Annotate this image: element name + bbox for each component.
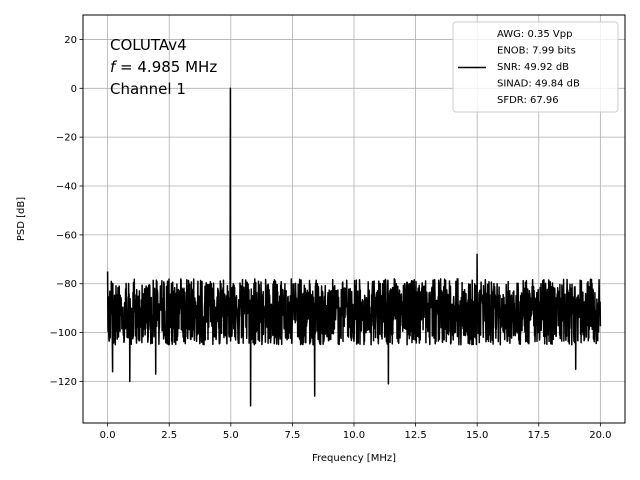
y-tick-label: −40	[56, 182, 77, 193]
y-tick-label: −120	[50, 377, 77, 388]
x-tick-label: 20.0	[589, 430, 611, 441]
legend-entry-snr: SNR: 49.92 dB	[497, 62, 569, 73]
legend-entry-awg: AWG: 0.35 Vpp	[497, 29, 572, 40]
x-axis-label: Frequency [MHz]	[312, 453, 396, 464]
x-tick-label: 10.0	[343, 430, 365, 441]
ticks: 0.0 2.5 5.0 7.5 10.0 12.5 15.0 17.5 20.0 20 0 −20 −4…	[50, 35, 612, 441]
x-tick-label: 15.0	[466, 430, 488, 441]
y-tick-label: −100	[50, 328, 77, 339]
annotation-frequency: f = 4.985 MHz	[110, 58, 217, 76]
annotation-device: COLUTAv4	[110, 36, 187, 54]
y-tick-label: 0	[71, 84, 77, 95]
annotation: COLUTAv4 f = 4.985 MHz Channel 1	[110, 36, 217, 98]
psd-series-line	[106, 87, 602, 407]
legend-entry-enob: ENOB: 7.99 bits	[497, 46, 576, 57]
legend-entry-sinad: SINAD: 49.84 dB	[497, 79, 580, 90]
annotation-frequency-value: = 4.985 MHz	[115, 58, 217, 76]
x-tick-label: 17.5	[528, 430, 550, 441]
y-tick-label: −60	[56, 230, 77, 241]
x-tick-label: 0.0	[100, 430, 116, 441]
x-tick-label: 12.5	[404, 430, 426, 441]
legend: AWG: 0.35 Vpp ENOB: 7.99 bits SNR: 49.92…	[452, 21, 619, 113]
series-layer	[106, 87, 602, 407]
x-tick-label: 5.0	[223, 430, 239, 441]
y-axis-label: PSD [dB]	[16, 197, 27, 241]
y-tick-label: −20	[56, 133, 77, 144]
annotation-frequency-var: f	[110, 58, 118, 76]
x-tick-label: 7.5	[284, 430, 300, 441]
legend-entry-sfdr: SFDR: 67.96	[497, 95, 559, 106]
y-tick-label: −80	[56, 279, 77, 290]
legend-box	[452, 21, 619, 113]
y-tick-label: 20	[64, 35, 77, 46]
x-tick-label: 2.5	[161, 430, 177, 441]
annotation-channel: Channel 1	[110, 80, 186, 98]
